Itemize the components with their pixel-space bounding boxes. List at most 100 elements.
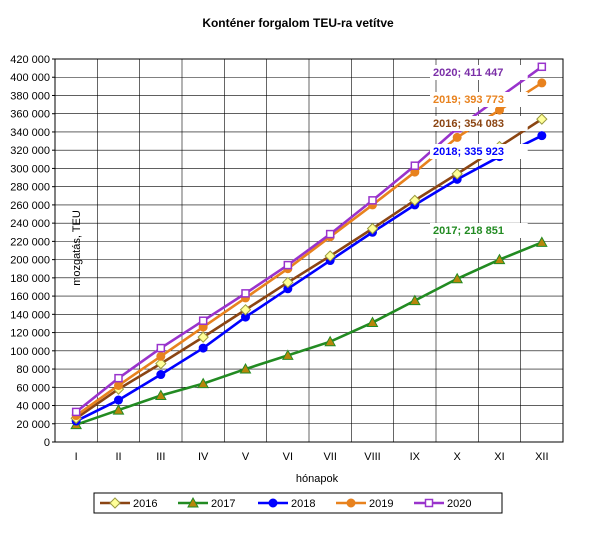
- data-point: [239, 304, 252, 316]
- x-tick-label: X: [453, 451, 461, 463]
- y-tick-label: 160 000: [10, 291, 50, 303]
- data-point: [156, 370, 166, 380]
- data-point: [451, 272, 464, 284]
- legend-label: 2017: [211, 498, 235, 510]
- y-tick-label: 120 000: [10, 328, 50, 340]
- chart-title: Konténer forgalom TEU-ra vetítve: [202, 16, 394, 30]
- data-point: [366, 222, 379, 235]
- data-point: [325, 229, 335, 239]
- data-point: [537, 131, 547, 141]
- data-point: [536, 113, 548, 125]
- legend-entry-2016: 2016: [100, 497, 157, 510]
- data-point: [241, 289, 250, 298]
- data-label-2020: 2020; 411 447: [433, 67, 503, 79]
- y-axis-title: mozgatás, TEU: [71, 210, 83, 286]
- y-tick-label: 20 000: [16, 419, 50, 431]
- series-line-2017: [75, 241, 543, 426]
- y-tick-label: 400 000: [10, 72, 50, 84]
- data-point: [71, 407, 81, 417]
- y-tick-label: 300 000: [10, 163, 50, 175]
- legend-entry-2019: 2019: [336, 498, 393, 510]
- data-point: [281, 349, 294, 360]
- legend-entry-2018: 2018: [258, 498, 315, 510]
- data-point: [409, 194, 421, 207]
- data-point: [156, 351, 166, 361]
- data-point: [268, 498, 278, 508]
- data-point: [535, 236, 548, 247]
- data-label-bg: [430, 144, 528, 159]
- legend-entry-2020: 2020: [414, 498, 471, 510]
- legend-label: 2020: [447, 498, 471, 510]
- y-axis-ticks: 0 20 000 40 000 60 000 80 000 100 000 120 000 1…: [10, 54, 55, 449]
- y-tick-label: 0: [44, 437, 50, 449]
- y-tick-label: 200 000: [10, 255, 50, 267]
- data-point: [198, 316, 208, 325]
- data-point: [424, 498, 434, 508]
- data-point: [155, 357, 167, 370]
- data-point: [368, 196, 377, 205]
- data-point: [324, 335, 337, 347]
- series-line-2016: [75, 118, 543, 420]
- y-tick-label: 140 000: [10, 309, 50, 321]
- legend-label: 2019: [369, 498, 393, 510]
- x-tick-label: IV: [198, 451, 209, 463]
- data-point: [112, 404, 125, 415]
- y-tick-label: 260 000: [10, 200, 50, 212]
- data-point: [198, 343, 208, 353]
- y-tick-label: 100 000: [10, 346, 50, 358]
- data-point: [346, 498, 356, 508]
- data-point: [410, 161, 420, 170]
- x-tick-label: XI: [494, 451, 504, 463]
- x-tick-label: III: [156, 451, 165, 463]
- data-label-bg: [430, 116, 528, 131]
- data-label-bg: [430, 65, 528, 80]
- y-tick-label: 40 000: [16, 401, 50, 413]
- data-point: [114, 373, 123, 383]
- data-point: [282, 276, 294, 289]
- data-point: [109, 497, 121, 509]
- data-point: [114, 395, 123, 405]
- series-line-2018: [75, 134, 543, 423]
- x-tick-label: V: [242, 451, 250, 463]
- y-tick-label: 340 000: [10, 127, 50, 139]
- data-point: [451, 168, 463, 180]
- series-line-2019: [75, 81, 543, 417]
- y-tick-label: 240 000: [10, 218, 50, 230]
- x-tick-label: IX: [410, 451, 421, 463]
- data-point: [408, 294, 421, 306]
- data-point: [197, 377, 210, 389]
- y-tick-label: 220 000: [10, 236, 50, 248]
- data-point: [283, 260, 293, 270]
- data-point: [156, 343, 166, 353]
- x-tick-label: VI: [283, 451, 293, 463]
- x-tick-label: VII: [323, 451, 336, 463]
- y-tick-label: 280 000: [10, 182, 50, 194]
- data-point: [537, 62, 547, 72]
- data-point: [197, 331, 209, 343]
- legend-label: 2016: [133, 498, 157, 510]
- x-tick-label: VIII: [364, 451, 381, 463]
- data-point: [154, 389, 167, 400]
- data-point: [187, 496, 199, 508]
- data-point: [537, 78, 547, 88]
- x-tick-label: I: [75, 451, 78, 463]
- data-point: [239, 363, 252, 374]
- data-label-2016: 2016; 354 083: [433, 118, 504, 130]
- data-point: [493, 253, 506, 265]
- annotations: 2020; 411 447 2019; 393 773 2016; 354 083 2…: [430, 65, 528, 238]
- legend: 2016 2017 2018 2019 2020: [93, 492, 503, 514]
- x-axis-ticks: I II III IV V VI VII VIII IX X XI XII: [75, 451, 549, 463]
- y-tick-label: 380 000: [10, 90, 50, 102]
- data-point: [452, 132, 462, 142]
- y-tick-label: 360 000: [10, 109, 50, 121]
- x-axis-title: hónapok: [296, 473, 339, 485]
- data-point: [114, 380, 123, 390]
- data-point: [495, 105, 504, 115]
- y-tick-label: 180 000: [10, 273, 50, 285]
- y-tick-label: 320 000: [10, 145, 50, 157]
- data-label-2017: 2017; 218 851: [433, 225, 504, 237]
- data-label-2019: 2019; 393 773: [433, 94, 504, 106]
- data-point: [324, 250, 336, 262]
- x-tick-label: II: [115, 451, 121, 463]
- data-label-bg: [430, 92, 528, 107]
